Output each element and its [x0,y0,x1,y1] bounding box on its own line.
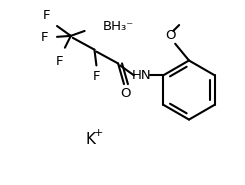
Text: BH₃⁻: BH₃⁻ [102,19,134,33]
Text: K: K [86,132,96,147]
Text: O: O [121,88,131,100]
Text: O: O [165,29,175,42]
Text: F: F [40,31,48,44]
Text: HN: HN [132,69,152,82]
Text: F: F [42,9,50,22]
Text: +: + [94,128,103,138]
Text: F: F [93,70,100,83]
Text: F: F [56,55,64,68]
